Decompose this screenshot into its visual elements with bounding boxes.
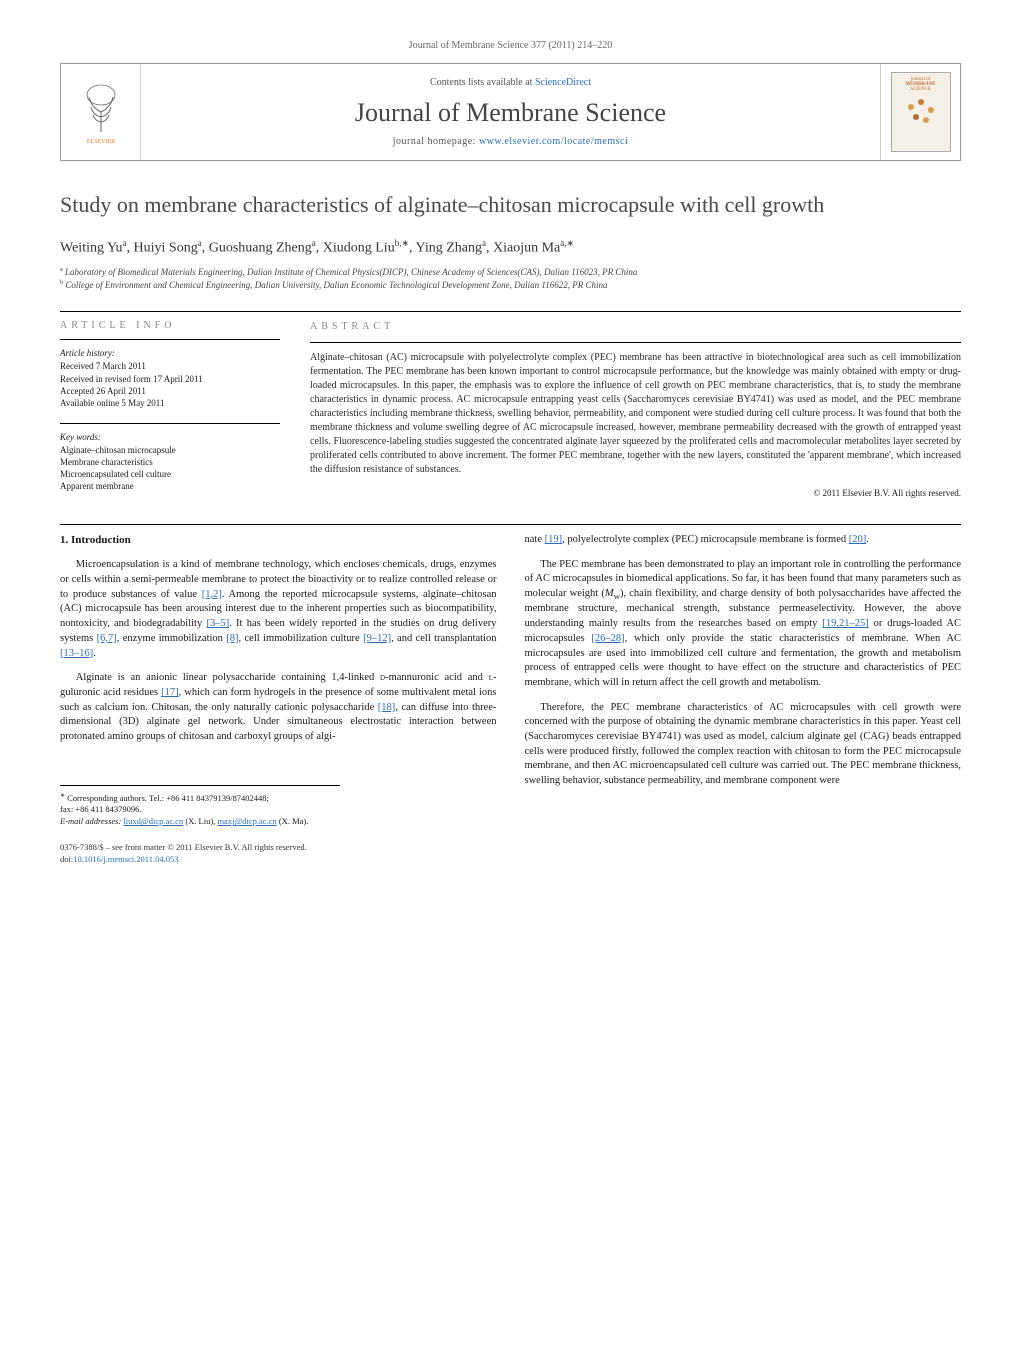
body-text: , polyelectrolyte complex (PEC) microcap…: [562, 534, 849, 545]
abstract-label: abstract: [310, 320, 961, 334]
citation-link[interactable]: [17]: [161, 687, 179, 698]
citation-link[interactable]: [18]: [378, 702, 396, 713]
citation-link[interactable]: [13–16]: [60, 648, 93, 659]
affiliations: a Laboratory of Biomedical Materials Eng…: [60, 266, 961, 291]
doi-line: doi:10.1016/j.memsci.2011.04.053: [60, 854, 497, 866]
corr-fax: fax: +86 411 84379096.: [60, 804, 340, 816]
homepage-line: journal homepage: www.elsevier.com/locat…: [393, 136, 629, 147]
copyright-line: © 2011 Elsevier B.V. All rights reserved…: [310, 487, 961, 500]
citation-link[interactable]: [6,7]: [97, 633, 117, 644]
email-who: (X. Liu),: [183, 816, 217, 826]
body-text: , cell immobilization culture: [239, 633, 364, 644]
article-title: Study on membrane characteristics of alg…: [60, 191, 961, 220]
body-text: .: [866, 534, 869, 545]
issn-line: 0376-7388/$ – see front matter © 2011 El…: [60, 842, 497, 854]
citation-link[interactable]: [8]: [226, 633, 238, 644]
body-column-right: nate [19], polyelectrolyte complex (PEC)…: [525, 533, 962, 866]
doi-label: doi:: [60, 854, 73, 864]
keyword-item: Membrane characteristics: [60, 456, 280, 468]
citation-link[interactable]: [19]: [545, 534, 563, 545]
divider-rule: [60, 311, 961, 312]
affiliation-a: a Laboratory of Biomedical Materials Eng…: [60, 266, 961, 279]
citation-link[interactable]: [19,21–25]: [822, 618, 868, 629]
journal-cover-image: journal of MEMBRANE SCIENCE: [891, 72, 951, 152]
citation-link[interactable]: [1,2]: [202, 589, 222, 600]
history-item: Available online 5 May 2011: [60, 397, 280, 409]
body-text: Alginate is an anionic linear polysaccha…: [76, 672, 380, 683]
elsevier-tree-icon: ELSEVIER: [71, 77, 131, 147]
contents-prefix: Contents lists available at: [430, 77, 535, 88]
abstract-column: abstract Alginate–chitosan (AC) microcap…: [310, 320, 961, 500]
article-info-label: article info: [60, 320, 280, 331]
footer-meta: 0376-7388/$ – see front matter © 2011 El…: [60, 842, 497, 866]
citation-link[interactable]: [20]: [849, 534, 867, 545]
corr-emails: E-mail addresses: liuxd@dicp.ac.cn (X. L…: [60, 816, 340, 828]
history-item: Received 7 March 2011: [60, 360, 280, 372]
affiliation-a-text: Laboratory of Biomedical Materials Engin…: [65, 267, 637, 277]
corr-line-1: ∗ Corresponding authors. Tel.: +86 411 8…: [60, 792, 340, 805]
keyword-item: Alginate–chitosan microcapsule: [60, 444, 280, 456]
keywords-label: Key words:: [60, 432, 280, 442]
article-info-column: article info Article history: Received 7…: [60, 320, 280, 500]
history-item: Received in revised form 17 April 2011: [60, 373, 280, 385]
homepage-prefix: journal homepage:: [393, 136, 479, 147]
authors-line: Weiting Yua, Huiyi Songa, Guoshuang Zhen…: [60, 238, 961, 257]
email-link[interactable]: maxj@dicp.ac.cn: [217, 816, 276, 826]
citation-link[interactable]: [9–12]: [363, 633, 391, 644]
body-paragraph: nate [19], polyelectrolyte complex (PEC)…: [525, 533, 962, 548]
divider-rule: [60, 339, 280, 340]
body-paragraph: Alginate is an anionic linear polysaccha…: [60, 671, 497, 744]
sciencedirect-link[interactable]: ScienceDirect: [535, 77, 591, 88]
body-text: nate: [525, 534, 545, 545]
body-text: , and cell transplantation: [391, 633, 496, 644]
citation-link[interactable]: [3–5]: [206, 618, 229, 629]
affiliation-b-text: College of Environment and Chemical Engi…: [65, 280, 607, 290]
contents-available-line: Contents lists available at ScienceDirec…: [430, 77, 591, 88]
doi-link[interactable]: 10.1016/j.memsci.2011.04.053: [73, 854, 178, 864]
body-column-left: 1. Introduction Microencapsulation is a …: [60, 533, 497, 866]
journal-header-citation: Journal of Membrane Science 377 (2011) 2…: [60, 40, 961, 51]
italic-var: M: [605, 588, 614, 599]
email-who: (X. Ma).: [277, 816, 309, 826]
divider-rule: [310, 342, 961, 343]
svg-text:ELSEVIER: ELSEVIER: [86, 139, 114, 145]
body-paragraph: The PEC membrane has been demonstrated t…: [525, 558, 962, 691]
keyword-item: Microencapsulated cell culture: [60, 468, 280, 480]
keywords-block: Key words: Alginate–chitosan microcapsul…: [60, 432, 280, 493]
abstract-text: Alginate–chitosan (AC) microcapsule with…: [310, 351, 961, 477]
affiliation-b: b College of Environment and Chemical En…: [60, 279, 961, 292]
publisher-logo: ELSEVIER: [61, 64, 141, 160]
history-item: Accepted 26 April 2011: [60, 385, 280, 397]
corresponding-author-footnote: ∗ Corresponding authors. Tel.: +86 411 8…: [60, 785, 340, 829]
citation-link[interactable]: [26–28]: [591, 633, 624, 644]
keyword-item: Apparent membrane: [60, 480, 280, 492]
article-history: Article history: Received 7 March 2011 R…: [60, 348, 280, 409]
journal-banner: ELSEVIER Contents lists available at Sci…: [60, 63, 961, 161]
banner-center: Contents lists available at ScienceDirec…: [141, 64, 880, 160]
article-info-abstract-row: article info Article history: Received 7…: [60, 320, 961, 500]
body-two-column: 1. Introduction Microencapsulation is a …: [60, 533, 961, 866]
divider-rule: [60, 423, 280, 424]
body-text: -mannuronic acid and: [385, 672, 489, 683]
journal-cover-thumbnail: journal of MEMBRANE SCIENCE: [880, 64, 960, 160]
homepage-link[interactable]: www.elsevier.com/locate/memsci: [479, 136, 628, 147]
cover-graphic-icon: [901, 92, 941, 132]
body-paragraph: Therefore, the PEC membrane characterist…: [525, 701, 962, 789]
email-link[interactable]: liuxd@dicp.ac.cn: [123, 816, 183, 826]
body-text: .: [93, 648, 96, 659]
divider-rule: [60, 524, 961, 525]
corr-text: Corresponding authors. Tel.: +86 411 843…: [65, 793, 269, 803]
section-heading-intro: 1. Introduction: [60, 533, 497, 548]
history-label: Article history:: [60, 348, 280, 358]
email-label: E-mail addresses:: [60, 816, 123, 826]
journal-name: Journal of Membrane Science: [355, 98, 666, 128]
body-paragraph: Microencapsulation is a kind of membrane…: [60, 558, 497, 661]
body-text: , enzyme immobilization: [117, 633, 227, 644]
